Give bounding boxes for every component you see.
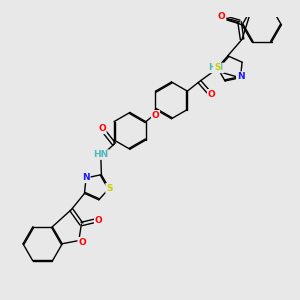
Text: HN: HN <box>208 63 224 72</box>
Text: N: N <box>82 173 90 182</box>
Text: S: S <box>106 184 112 193</box>
Text: O: O <box>152 111 159 120</box>
Text: HN: HN <box>93 150 108 159</box>
Text: O: O <box>95 216 102 225</box>
Text: O: O <box>218 12 226 21</box>
Text: O: O <box>208 90 215 99</box>
Text: N: N <box>237 72 244 81</box>
Text: S: S <box>214 63 220 72</box>
Text: O: O <box>78 238 86 247</box>
Text: O: O <box>218 12 225 21</box>
Text: O: O <box>98 124 106 134</box>
